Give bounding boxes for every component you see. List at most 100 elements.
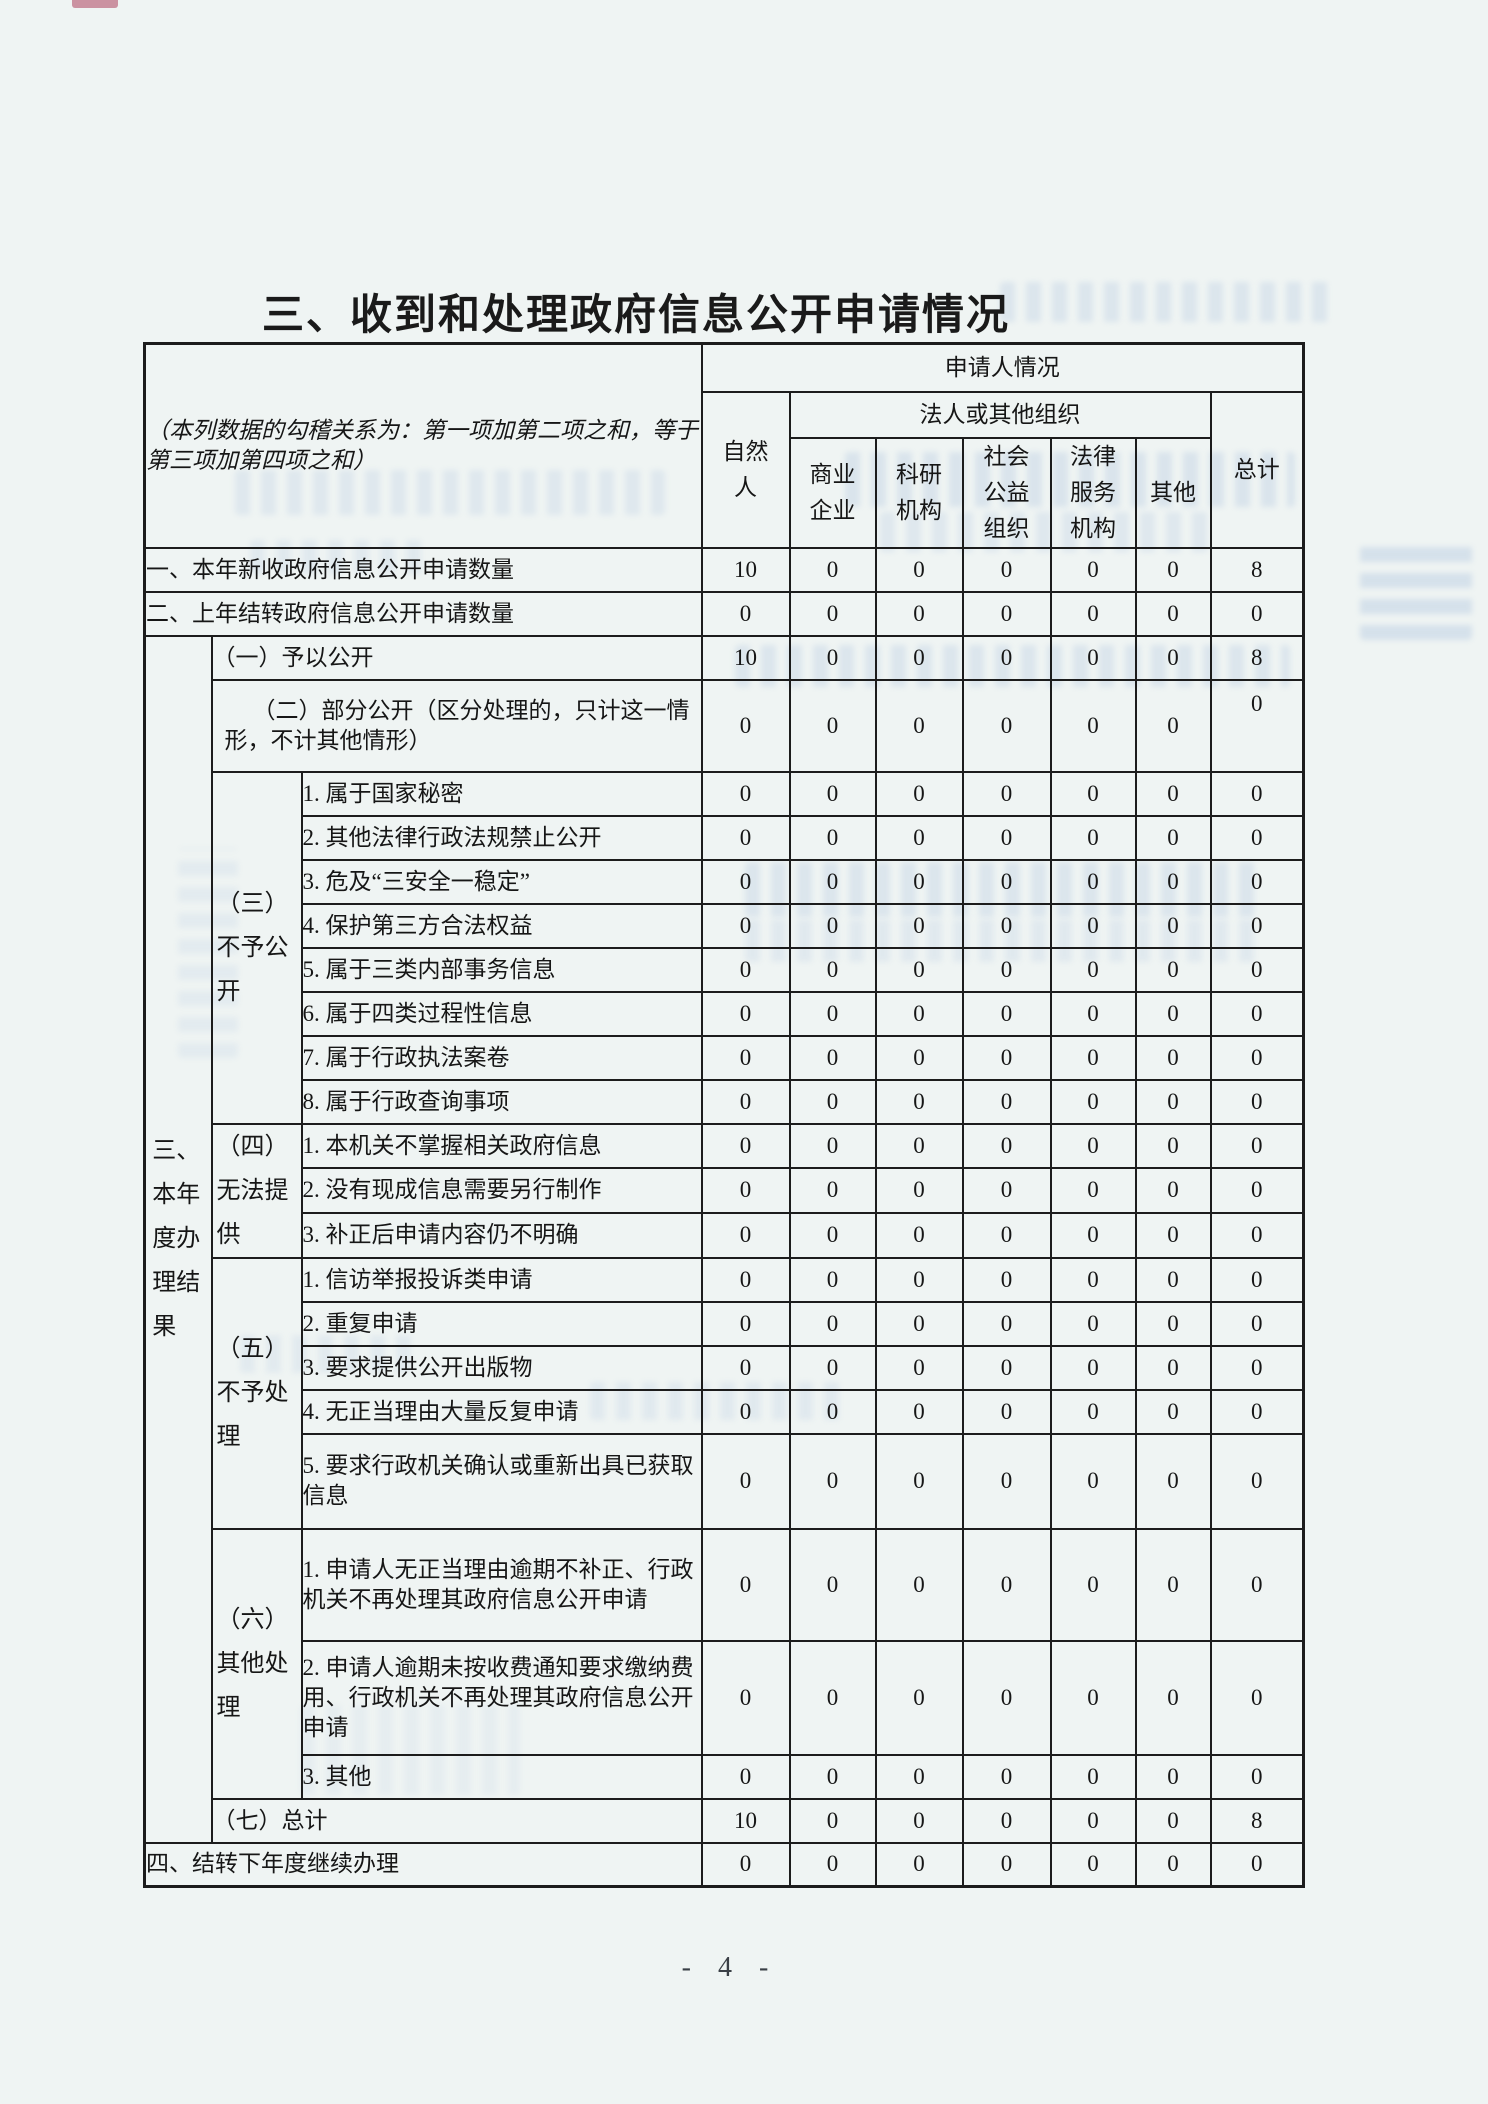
value-cell: 0: [788, 902, 877, 949]
value-cell: 0: [788, 1388, 877, 1435]
row-label: 1. 本机关不掌握相关政府信息: [300, 1122, 703, 1170]
value-cell: 0: [788, 1211, 877, 1259]
value-cell: 0: [961, 946, 1052, 993]
row-label: 5. 属于三类内部事务信息: [300, 946, 703, 993]
value-cell: 0: [961, 902, 1052, 949]
value-cell: 0: [961, 858, 1052, 905]
row-label: 二、上年结转政府信息公开申请数量: [143, 590, 703, 637]
value-cell: 0: [874, 1388, 964, 1435]
value-cell: 0: [874, 1432, 964, 1530]
value-cell: 0: [1049, 1753, 1137, 1800]
group-label: （三）不予公开: [216, 890, 289, 1005]
value-cell: 0: [1134, 990, 1212, 1037]
value-cell: 0: [700, 1211, 791, 1259]
col-research: 科研机构: [874, 436, 964, 549]
value-cell: 0: [1134, 1797, 1212, 1844]
row-label: 7. 属于行政执法案卷: [300, 1034, 703, 1081]
value-cell: 0: [1209, 946, 1305, 993]
value-cell: 0: [1209, 1300, 1305, 1347]
value-cell: 0: [1209, 1639, 1305, 1756]
bleed-smudge: [1000, 282, 1330, 322]
value-cell: 0: [1049, 1841, 1137, 1888]
value-cell: 0: [961, 1167, 1052, 1214]
value-cell: 0: [700, 1034, 791, 1081]
value-cell: 0: [1134, 1034, 1212, 1081]
page-number: - 4 -: [681, 1952, 779, 1983]
row-label: 4. 保护第三方合法权益: [300, 902, 703, 949]
value-cell: 0: [961, 1078, 1052, 1125]
value-cell: 0: [1134, 1078, 1212, 1125]
group-label: （五）不予处理: [216, 1336, 289, 1450]
value-cell: 0: [874, 1344, 964, 1391]
row-label: 1. 申请人无正当理由逾期不补正、行政机关不再处理其政府信息公开申请: [300, 1527, 703, 1642]
value-cell: 0: [961, 1841, 1052, 1888]
group-label-cell: （三）不予公开: [210, 770, 303, 1125]
value-cell: 0: [874, 1639, 964, 1756]
value-cell: 0: [1049, 902, 1137, 949]
value-cell: 0: [788, 590, 877, 637]
value-cell: 0: [700, 1841, 791, 1888]
value-cell: 0: [1134, 1167, 1212, 1214]
value-cell: 0: [961, 1300, 1052, 1347]
value-cell: 0: [1134, 1256, 1212, 1303]
value-cell: 0: [788, 546, 877, 593]
value-cell: 0: [1049, 770, 1137, 817]
value-cell: 0: [1134, 902, 1212, 949]
col-other-label: 其他: [1150, 479, 1196, 505]
group-label: （六）其他处理: [216, 1606, 289, 1721]
value-cell: 0: [874, 1797, 964, 1844]
value-cell: 0: [874, 1527, 964, 1642]
value-cell: 0: [1134, 634, 1212, 681]
value-cell: 0: [788, 1432, 877, 1530]
value-cell: 0: [961, 1344, 1052, 1391]
value-cell: 0: [700, 814, 791, 861]
value-cell: 0: [961, 1797, 1052, 1844]
col-social-label: 社会公益组织: [983, 443, 1030, 541]
group-label-cell: （四）无法提供: [210, 1122, 303, 1259]
col-other: 其他: [1134, 436, 1212, 549]
col-business-label: 商业企业: [809, 461, 856, 523]
value-cell: 0: [874, 590, 964, 637]
value-cell: 0: [961, 546, 1052, 593]
value-cell: 0: [961, 1034, 1052, 1081]
row-label: 四、结转下年度继续办理: [143, 1841, 703, 1888]
col-natural-person-label: 自然人: [722, 438, 769, 500]
value-cell: 0: [1209, 1034, 1305, 1081]
value-cell: 0: [1209, 1841, 1305, 1888]
value-cell: 8: [1209, 634, 1305, 681]
value-cell: 0: [1049, 1034, 1137, 1081]
group-label-cell: （五）不予处理: [210, 1256, 303, 1530]
row-label: 3. 危及“三安全一稳定”: [300, 858, 703, 905]
value-cell: 0: [961, 634, 1052, 681]
value-cell: 0: [1134, 1300, 1212, 1347]
row-label: （二）部分公开（区分处理的，只计这一情形，不计其他情形）: [210, 678, 703, 773]
bleed-smudge: [1360, 545, 1472, 640]
value-cell: 0: [1134, 546, 1212, 593]
value-cell: 0: [788, 1122, 877, 1170]
col-natural-person: 自然人: [700, 390, 791, 549]
value-cell: 0: [700, 590, 791, 637]
row-label: 一、本年新收政府信息公开申请数量: [143, 546, 703, 593]
value-cell: 0: [1049, 1122, 1137, 1170]
value-cell: 0: [1209, 814, 1305, 861]
col-social: 社会公益组织: [961, 436, 1052, 549]
value-cell: 0: [1049, 1388, 1137, 1435]
value-cell: 0: [961, 1432, 1052, 1530]
value-cell: 0: [1134, 1639, 1212, 1756]
col-total: 总计: [1209, 390, 1305, 549]
value-cell: 0: [1134, 1122, 1212, 1170]
value-cell: 0: [788, 946, 877, 993]
col-legal-service-label: 法律服务机构: [1070, 443, 1116, 541]
value-cell: 0: [1134, 590, 1212, 637]
row-label: （一）予以公开: [210, 634, 703, 681]
value-cell: 0: [788, 1344, 877, 1391]
note-cell: （本列数据的勾稽关系为：第一项加第二项之和，等于第三项加第四项之和）: [143, 342, 703, 549]
value-cell: 0: [1209, 1122, 1305, 1170]
value-cell: 0: [1209, 1753, 1305, 1800]
row-label: 3. 补正后申请内容仍不明确: [300, 1211, 703, 1259]
value-cell: 0: [1049, 1167, 1137, 1214]
value-cell: 0: [1049, 946, 1137, 993]
value-cell: 8: [1209, 546, 1305, 593]
value-cell: 0: [788, 678, 877, 773]
value-cell: 0: [1049, 1300, 1137, 1347]
